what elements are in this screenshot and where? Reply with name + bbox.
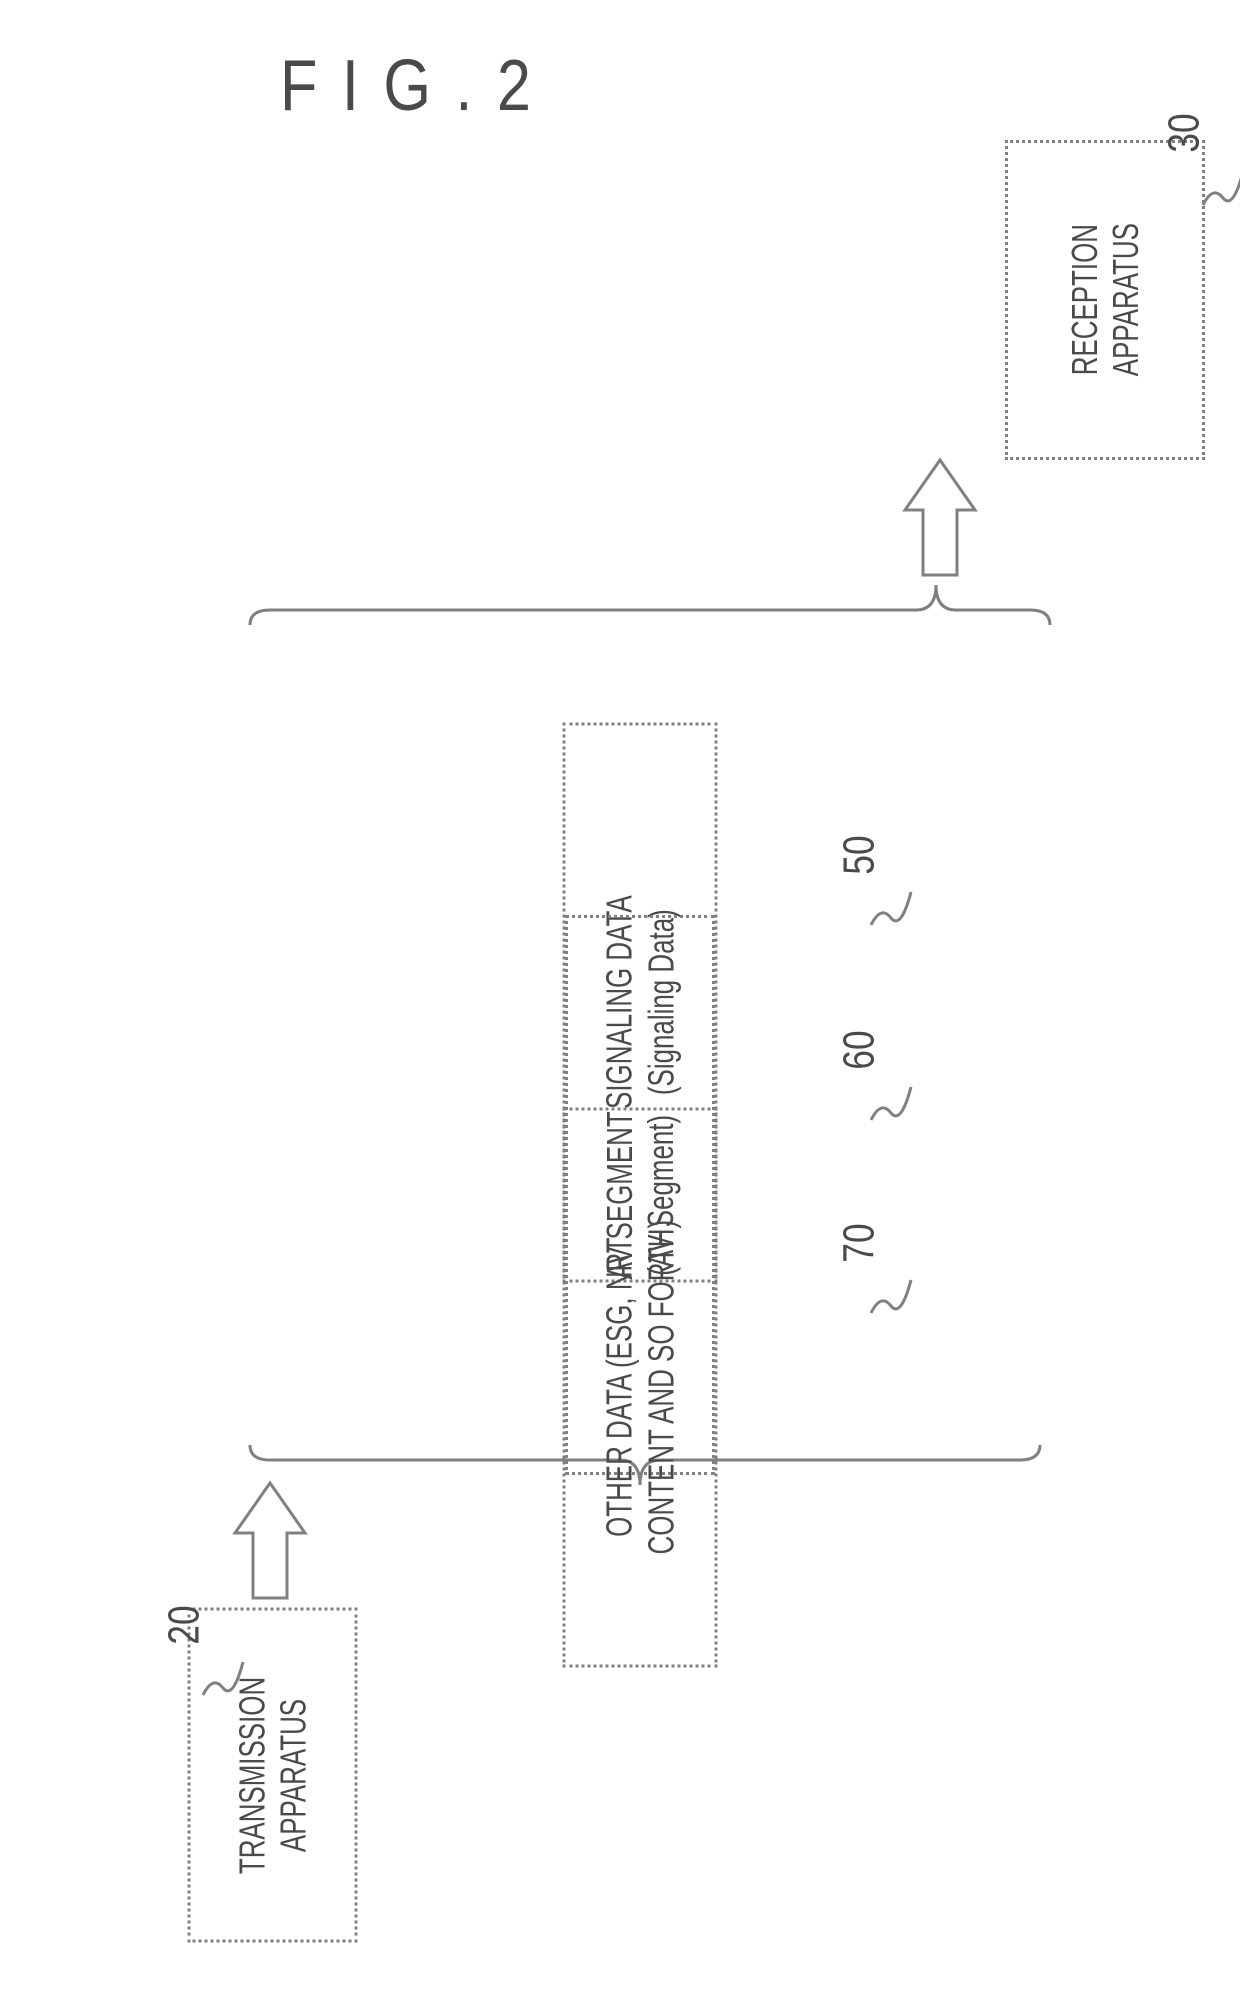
transmission-label: TRANSMISSION APPARATUS	[231, 1676, 314, 1873]
diagram-canvas: FIG.2 TRANSMISSION APPARATUS 20 SIGNALIN…	[0, 0, 1240, 1989]
reception-box: RECEPTION APPARATUS	[1005, 140, 1205, 460]
squiggle-20	[195, 1650, 255, 1705]
squiggle-30	[1195, 160, 1240, 215]
arrow-1	[225, 1478, 315, 1608]
other-data-ref: 70	[834, 1223, 884, 1262]
squiggle-70	[863, 1268, 923, 1323]
other-data-box: OTHER DATA (ESG, NRT CONTENT AND SO FORT…	[563, 1108, 718, 1668]
reception-label: RECEPTION APPARATUS	[1064, 223, 1147, 376]
squiggle-60	[863, 1075, 923, 1130]
transmission-ref: 20	[159, 1605, 209, 1644]
signaling-ref: 50	[834, 835, 884, 874]
figure-title: FIG.2	[280, 45, 555, 127]
reception-ref: 30	[1159, 113, 1209, 152]
av-segment-ref: 60	[834, 1030, 884, 1069]
squiggle-50	[863, 880, 923, 935]
other-data-label: OTHER DATA (ESG, NRT CONTENT AND SO FORT…	[599, 1220, 682, 1555]
arrow-2	[895, 455, 985, 585]
